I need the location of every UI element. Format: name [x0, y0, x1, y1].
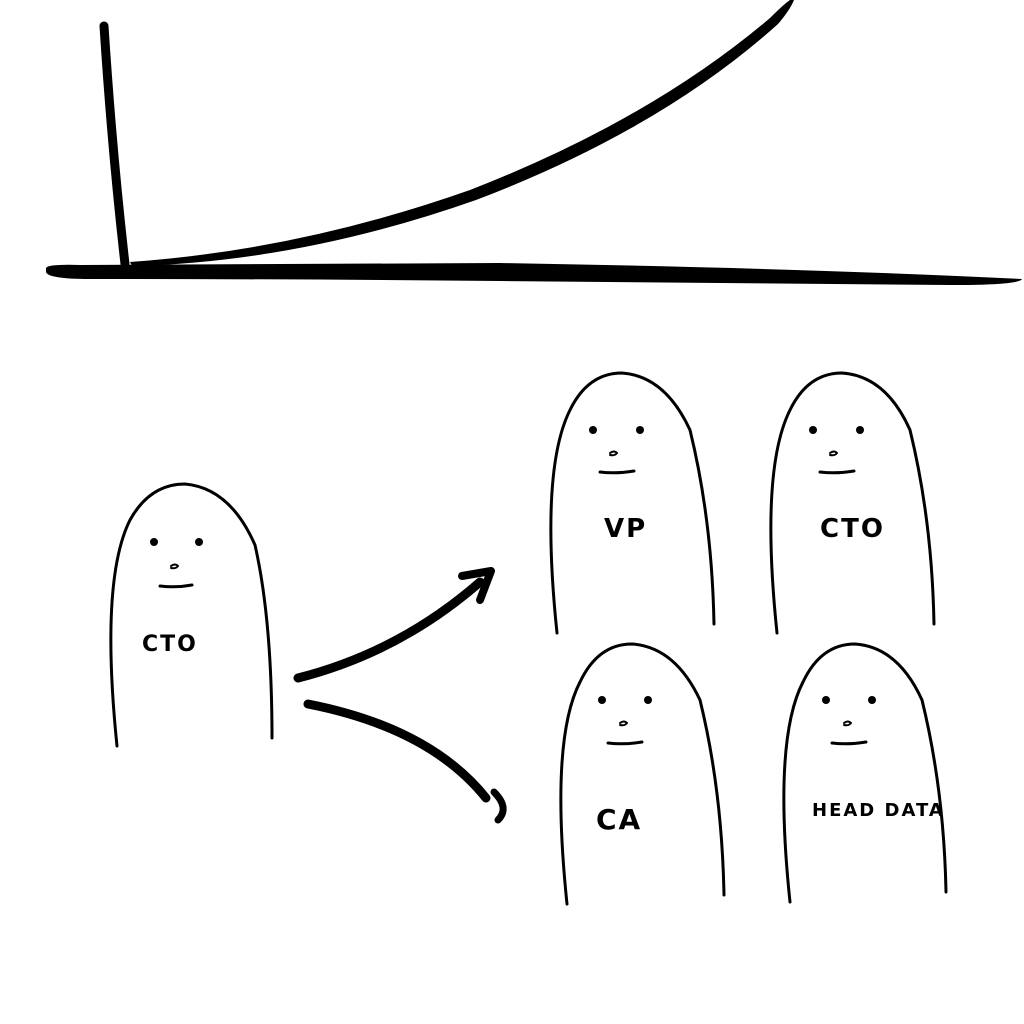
- arrow-to-vp: [293, 577, 485, 683]
- person-mouth: [158, 583, 194, 589]
- person-eye-right: [856, 426, 864, 434]
- person-mouth: [830, 740, 868, 746]
- arrow-to-ca-head: [490, 788, 507, 824]
- person-label: HEAD DATA: [812, 800, 945, 821]
- person-label: VP: [604, 514, 647, 544]
- y-axis-line: [99, 21, 130, 269]
- person-body-outline: [549, 371, 716, 635]
- person-eye-left: [150, 538, 158, 546]
- person-label: CTO: [142, 632, 198, 657]
- x-axis-line: [46, 263, 1022, 285]
- arrow-to-ca: [303, 699, 491, 803]
- arrows: [293, 567, 507, 824]
- person-eye-right: [868, 696, 876, 704]
- person-nose: [619, 720, 628, 727]
- person-role-cto: CTO: [769, 371, 936, 635]
- person-mouth: [606, 740, 644, 746]
- person-body-outline: [782, 642, 948, 904]
- person-eye-left: [589, 426, 597, 434]
- person-role-vp: VP: [549, 371, 716, 635]
- person-mouth: [598, 469, 636, 475]
- person-role-head-data: HEAD DATA: [782, 642, 948, 904]
- person-label: CA: [596, 803, 642, 836]
- person-eye-left: [809, 426, 817, 434]
- exponential-curve: [130, 0, 794, 266]
- arrow-to-vp-head: [458, 567, 495, 604]
- person-nose: [843, 720, 852, 727]
- person-eye-left: [822, 696, 830, 704]
- person-source: CTO: [109, 482, 274, 748]
- person-nose: [829, 450, 838, 457]
- growth-curve-sketch: [46, 0, 1022, 285]
- person-mouth: [818, 469, 856, 475]
- person-eye-right: [195, 538, 203, 546]
- person-body-outline: [559, 642, 726, 906]
- person-role-ca: CA: [559, 642, 726, 906]
- person-eye-right: [644, 696, 652, 704]
- person-nose: [170, 563, 179, 570]
- person-body-outline: [769, 371, 936, 635]
- person-body-outline: [109, 482, 274, 748]
- person-eye-left: [598, 696, 606, 704]
- person-nose: [609, 450, 618, 457]
- person-label: CTO: [820, 514, 885, 544]
- person-eye-right: [636, 426, 644, 434]
